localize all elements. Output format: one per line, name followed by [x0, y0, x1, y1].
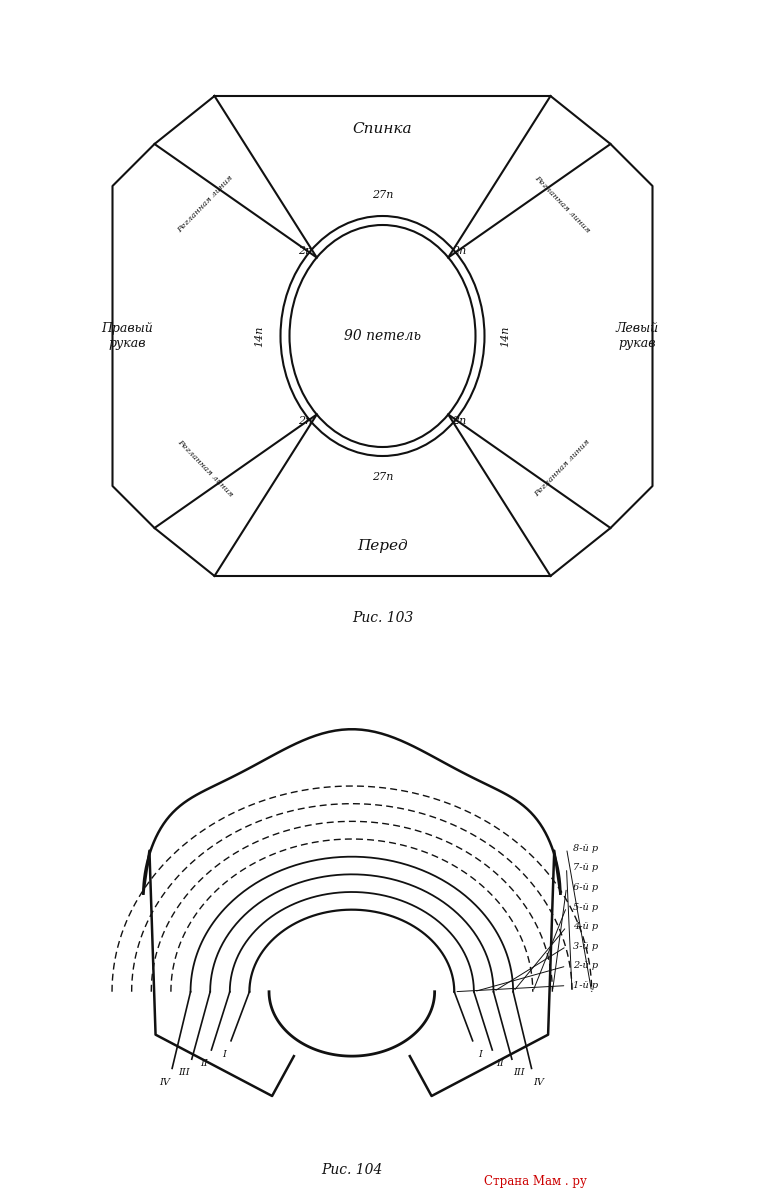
- Text: II: II: [496, 1060, 503, 1068]
- Text: 5-й р: 5-й р: [573, 902, 597, 912]
- Text: IV: IV: [533, 1078, 545, 1087]
- Text: 2-й р: 2-й р: [573, 961, 597, 971]
- Text: Страна Мам . ру: Страна Мам . ру: [484, 1175, 588, 1188]
- Text: Регланная линия: Регланная линия: [533, 174, 592, 234]
- Text: IV: IV: [159, 1078, 170, 1087]
- Text: 3-й р: 3-й р: [573, 942, 597, 950]
- Text: Правый
рукав: Правый рукав: [102, 322, 153, 350]
- Text: 4-й р: 4-й р: [573, 923, 597, 931]
- Text: I: I: [222, 1050, 226, 1058]
- Text: III: III: [178, 1068, 190, 1078]
- Text: III: III: [513, 1068, 525, 1078]
- Text: 2п: 2п: [298, 416, 312, 426]
- Text: 2п: 2п: [453, 416, 467, 426]
- Text: 90 петель: 90 петель: [344, 329, 421, 343]
- Text: Регланная линия: Регланная линия: [176, 438, 235, 498]
- Text: 2п: 2п: [298, 246, 312, 256]
- Text: 8-й р: 8-й р: [573, 844, 597, 853]
- Text: 7-й р: 7-й р: [573, 863, 597, 872]
- Text: 27п: 27п: [372, 190, 393, 200]
- Text: Левый
рукав: Левый рукав: [616, 322, 659, 350]
- Text: 2п: 2п: [453, 246, 467, 256]
- Text: I: I: [478, 1050, 482, 1058]
- Text: 1-й р: 1-й р: [573, 982, 597, 990]
- Text: Перед: Перед: [357, 539, 408, 553]
- Text: Спинка: Спинка: [353, 122, 412, 136]
- Text: Регланная линия: Регланная линия: [176, 174, 235, 234]
- Text: 14п: 14п: [255, 325, 265, 347]
- Text: Рис. 104: Рис. 104: [321, 1163, 382, 1176]
- Text: 6-й р: 6-й р: [573, 883, 597, 892]
- Text: II: II: [200, 1060, 208, 1068]
- Text: 27п: 27п: [372, 472, 393, 482]
- Text: Рис. 103: Рис. 103: [352, 611, 413, 625]
- Text: Регланная линия: Регланная линия: [533, 438, 592, 498]
- Text: 14п: 14п: [500, 325, 510, 347]
